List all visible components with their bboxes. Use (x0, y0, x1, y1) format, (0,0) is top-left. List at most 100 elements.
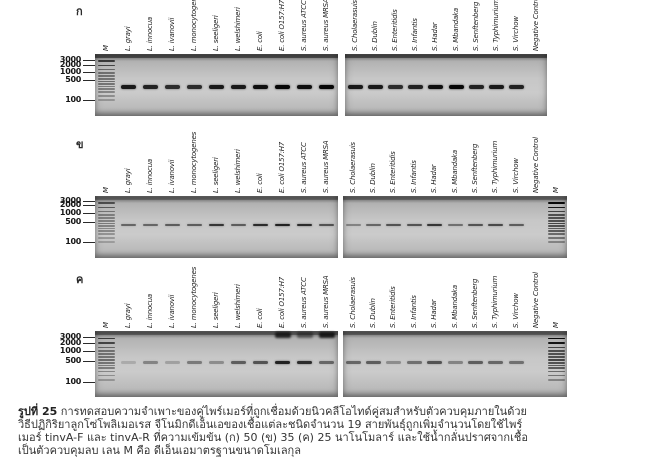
lane-label: S. Infantis (411, 18, 420, 51)
ladder-band (548, 202, 566, 204)
ladder-band (548, 342, 566, 345)
lane-label: L. ivanovii (167, 294, 176, 328)
lane-label: L. welshimeri (234, 7, 243, 51)
marker-tick (83, 65, 95, 67)
caption-line1-text: การทดสอบความจำเพาะของคู่ไพร์เมอร์ที่ถูกเ… (60, 405, 527, 418)
marker-size-label: 3000 (59, 55, 81, 65)
well-smear (296, 332, 313, 338)
ladder-band (97, 60, 115, 62)
lane-label: S. Dublin (369, 163, 378, 193)
ladder-band (548, 350, 566, 352)
marker-size-label: 1000 (59, 345, 81, 355)
ladder-band (97, 64, 115, 67)
lane-label: M (552, 322, 561, 328)
gel-wells (343, 196, 567, 200)
dna-band (275, 84, 291, 89)
ladder-band (97, 202, 115, 204)
dna-band (386, 223, 402, 227)
marker-size-label: 100 (65, 94, 81, 104)
lane-label: S. Senftenberg (470, 143, 479, 193)
marker-tick (83, 80, 95, 82)
marker-size-label: 500 (65, 356, 81, 366)
ladder-band (97, 337, 115, 340)
ladder-band (548, 213, 566, 216)
lane-label: E. coli (256, 308, 265, 329)
lane-label: E. coli O157:H7 (278, 0, 287, 51)
lane-label: L. ivanovii (167, 17, 176, 51)
panel-label-2: ข (76, 138, 84, 151)
lane-label: S. Enteritidis (391, 9, 399, 51)
lane-label: S. aureus ATCC (300, 142, 309, 193)
dna-band (275, 223, 291, 227)
dna-band (297, 223, 313, 227)
ladder-band (97, 356, 115, 359)
dna-band (120, 360, 136, 364)
marker-tick (83, 212, 95, 214)
marker-size-label: 2000 (59, 60, 81, 70)
lane-label: S. Typhimurium (492, 0, 500, 51)
dna-band (345, 223, 361, 227)
lane-label: Negative Control (532, 0, 541, 51)
marker-tick (83, 342, 95, 344)
ladder-band (97, 367, 115, 370)
ladder-band (548, 225, 566, 227)
ladder-band (548, 222, 566, 225)
marker-size-label: 1000 (59, 207, 81, 217)
lane-label: M (101, 187, 110, 193)
ladder-band (97, 85, 115, 88)
lane-label: S. Virchow (512, 16, 521, 51)
dna-band (142, 223, 158, 227)
lane-label: S. Senftenberg (470, 278, 479, 328)
dna-band (209, 223, 224, 227)
dna-band (427, 223, 443, 227)
lane-label: M (101, 322, 110, 328)
lane-label: L. ivanovii (167, 159, 176, 193)
marker-size-label: 2000 (59, 200, 81, 210)
caption-line-3: เมอร์ tinvA-F และ tinvA-R ที่ความเข้มข้น… (18, 431, 528, 444)
dna-band (367, 84, 383, 89)
dna-band (142, 360, 158, 364)
ladder-band (97, 210, 115, 213)
panel-label-1: ก (76, 5, 83, 18)
lane-label: S. Dublin (370, 21, 379, 51)
dna-band (164, 84, 180, 89)
ladder-band (97, 364, 115, 367)
gel-segment (345, 54, 547, 116)
ladder-band (97, 236, 115, 239)
lane-label: S. aureus ATCC (300, 277, 309, 328)
lane-label: L. innocua (145, 158, 154, 193)
gel-segment (343, 331, 567, 397)
dna-band (164, 360, 180, 364)
marker-size-label: 100 (65, 377, 81, 387)
dna-band (488, 360, 504, 364)
ladder-band (97, 219, 115, 222)
caption-line-2: วิธีปฏิกิริยาลูกโซ่โพลิเมอเรส จีโนมิกดีเ… (18, 418, 523, 431)
ladder-band (548, 236, 566, 239)
marker-size-label: 3000 (59, 195, 81, 205)
gel-wells (345, 54, 547, 58)
dna-band (319, 84, 335, 89)
dna-band (448, 84, 464, 89)
marker-tick (83, 71, 95, 73)
dna-band (209, 84, 224, 89)
lane-label: L. innocua (145, 16, 154, 51)
lane-label: S. Cholaerasuis (348, 142, 357, 193)
ladder-band (97, 71, 115, 74)
lane-label: M (101, 45, 110, 51)
gel-segment (95, 331, 338, 397)
lane-label: S. Dublin (369, 298, 378, 328)
lane-label: L. welshimeri (234, 149, 243, 193)
ladder-band (97, 213, 115, 216)
marker-tick (83, 200, 95, 202)
ladder-band (548, 359, 566, 362)
marker-tick (83, 99, 95, 101)
ladder-band (97, 230, 115, 232)
dna-band (231, 360, 247, 364)
caption-figure-number: รูปที่ 25 (18, 405, 58, 418)
marker-tick (83, 60, 95, 62)
ladder-band (97, 88, 115, 90)
marker-tick (83, 205, 95, 207)
gel-wells (343, 331, 567, 335)
ladder-band (548, 367, 566, 370)
lane-label: S. Hadar (430, 164, 439, 193)
